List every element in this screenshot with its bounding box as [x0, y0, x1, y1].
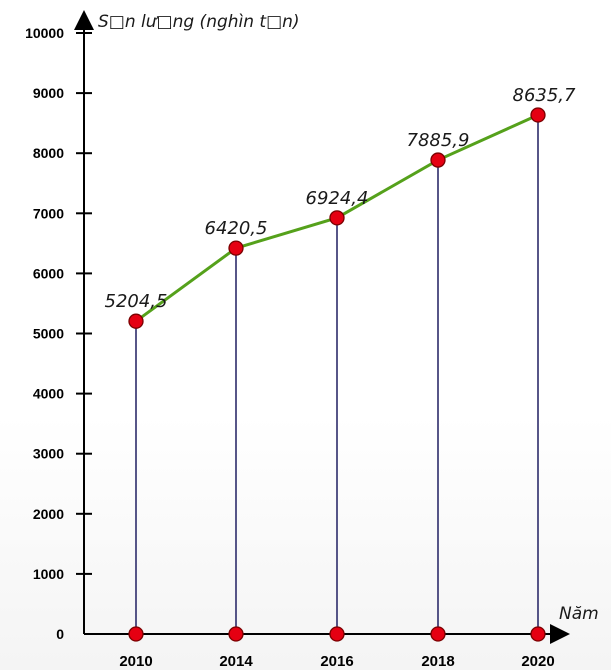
data-label: 6420,5 — [205, 218, 268, 239]
data-points — [128, 107, 546, 642]
y-tick-label: 0 — [56, 626, 64, 642]
y-tick-label: 7000 — [33, 205, 64, 221]
data-point — [228, 240, 244, 256]
axis-point — [329, 626, 345, 642]
x-tick-label: 2010 — [119, 653, 152, 670]
y-ticks: 0 1000 2000 3000 4000 5000 6000 7000 8000 9000 100… — [25, 25, 92, 642]
y-tick-label: 8000 — [33, 145, 64, 161]
y-tick-label: 6000 — [33, 265, 64, 281]
axis-point — [228, 626, 244, 642]
y-tick-label: 5000 — [33, 326, 64, 342]
x-tick-label: 2020 — [521, 653, 554, 670]
y-tick-label: 2000 — [33, 506, 64, 522]
y-tick-label: 3000 — [33, 446, 64, 462]
y-tick-label: 10000 — [25, 25, 64, 41]
x-tick-label: 2014 — [219, 653, 253, 670]
y-axis-title: S□n lư□ng (nghìn t□n) — [98, 12, 300, 32]
x-tick-label: 2018 — [421, 653, 454, 670]
data-point — [128, 313, 144, 329]
data-label: 5204,5 — [105, 291, 168, 312]
axis-point — [530, 626, 546, 642]
x-ticks: 2010 2014 2016 2018 2020 — [119, 653, 554, 670]
data-label: 8635,7 — [513, 85, 577, 106]
drop-lines — [135, 114, 539, 634]
y-tick-label: 9000 — [33, 85, 64, 101]
data-point — [430, 152, 446, 168]
axis-point — [430, 626, 446, 642]
y-tick-label: 1000 — [33, 566, 64, 582]
data-point — [530, 107, 546, 123]
x-tick-label: 2016 — [320, 653, 353, 670]
x-axis-title: Năm — [559, 604, 599, 624]
data-label: 6924,4 — [306, 188, 369, 209]
data-labels: 5204,5 6420,5 6924,4 7885,9 8635,7 — [105, 85, 577, 312]
data-label: 7885,9 — [407, 130, 470, 151]
data-point — [329, 210, 345, 226]
axis-point — [128, 626, 144, 642]
y-tick-label: 4000 — [33, 386, 64, 402]
